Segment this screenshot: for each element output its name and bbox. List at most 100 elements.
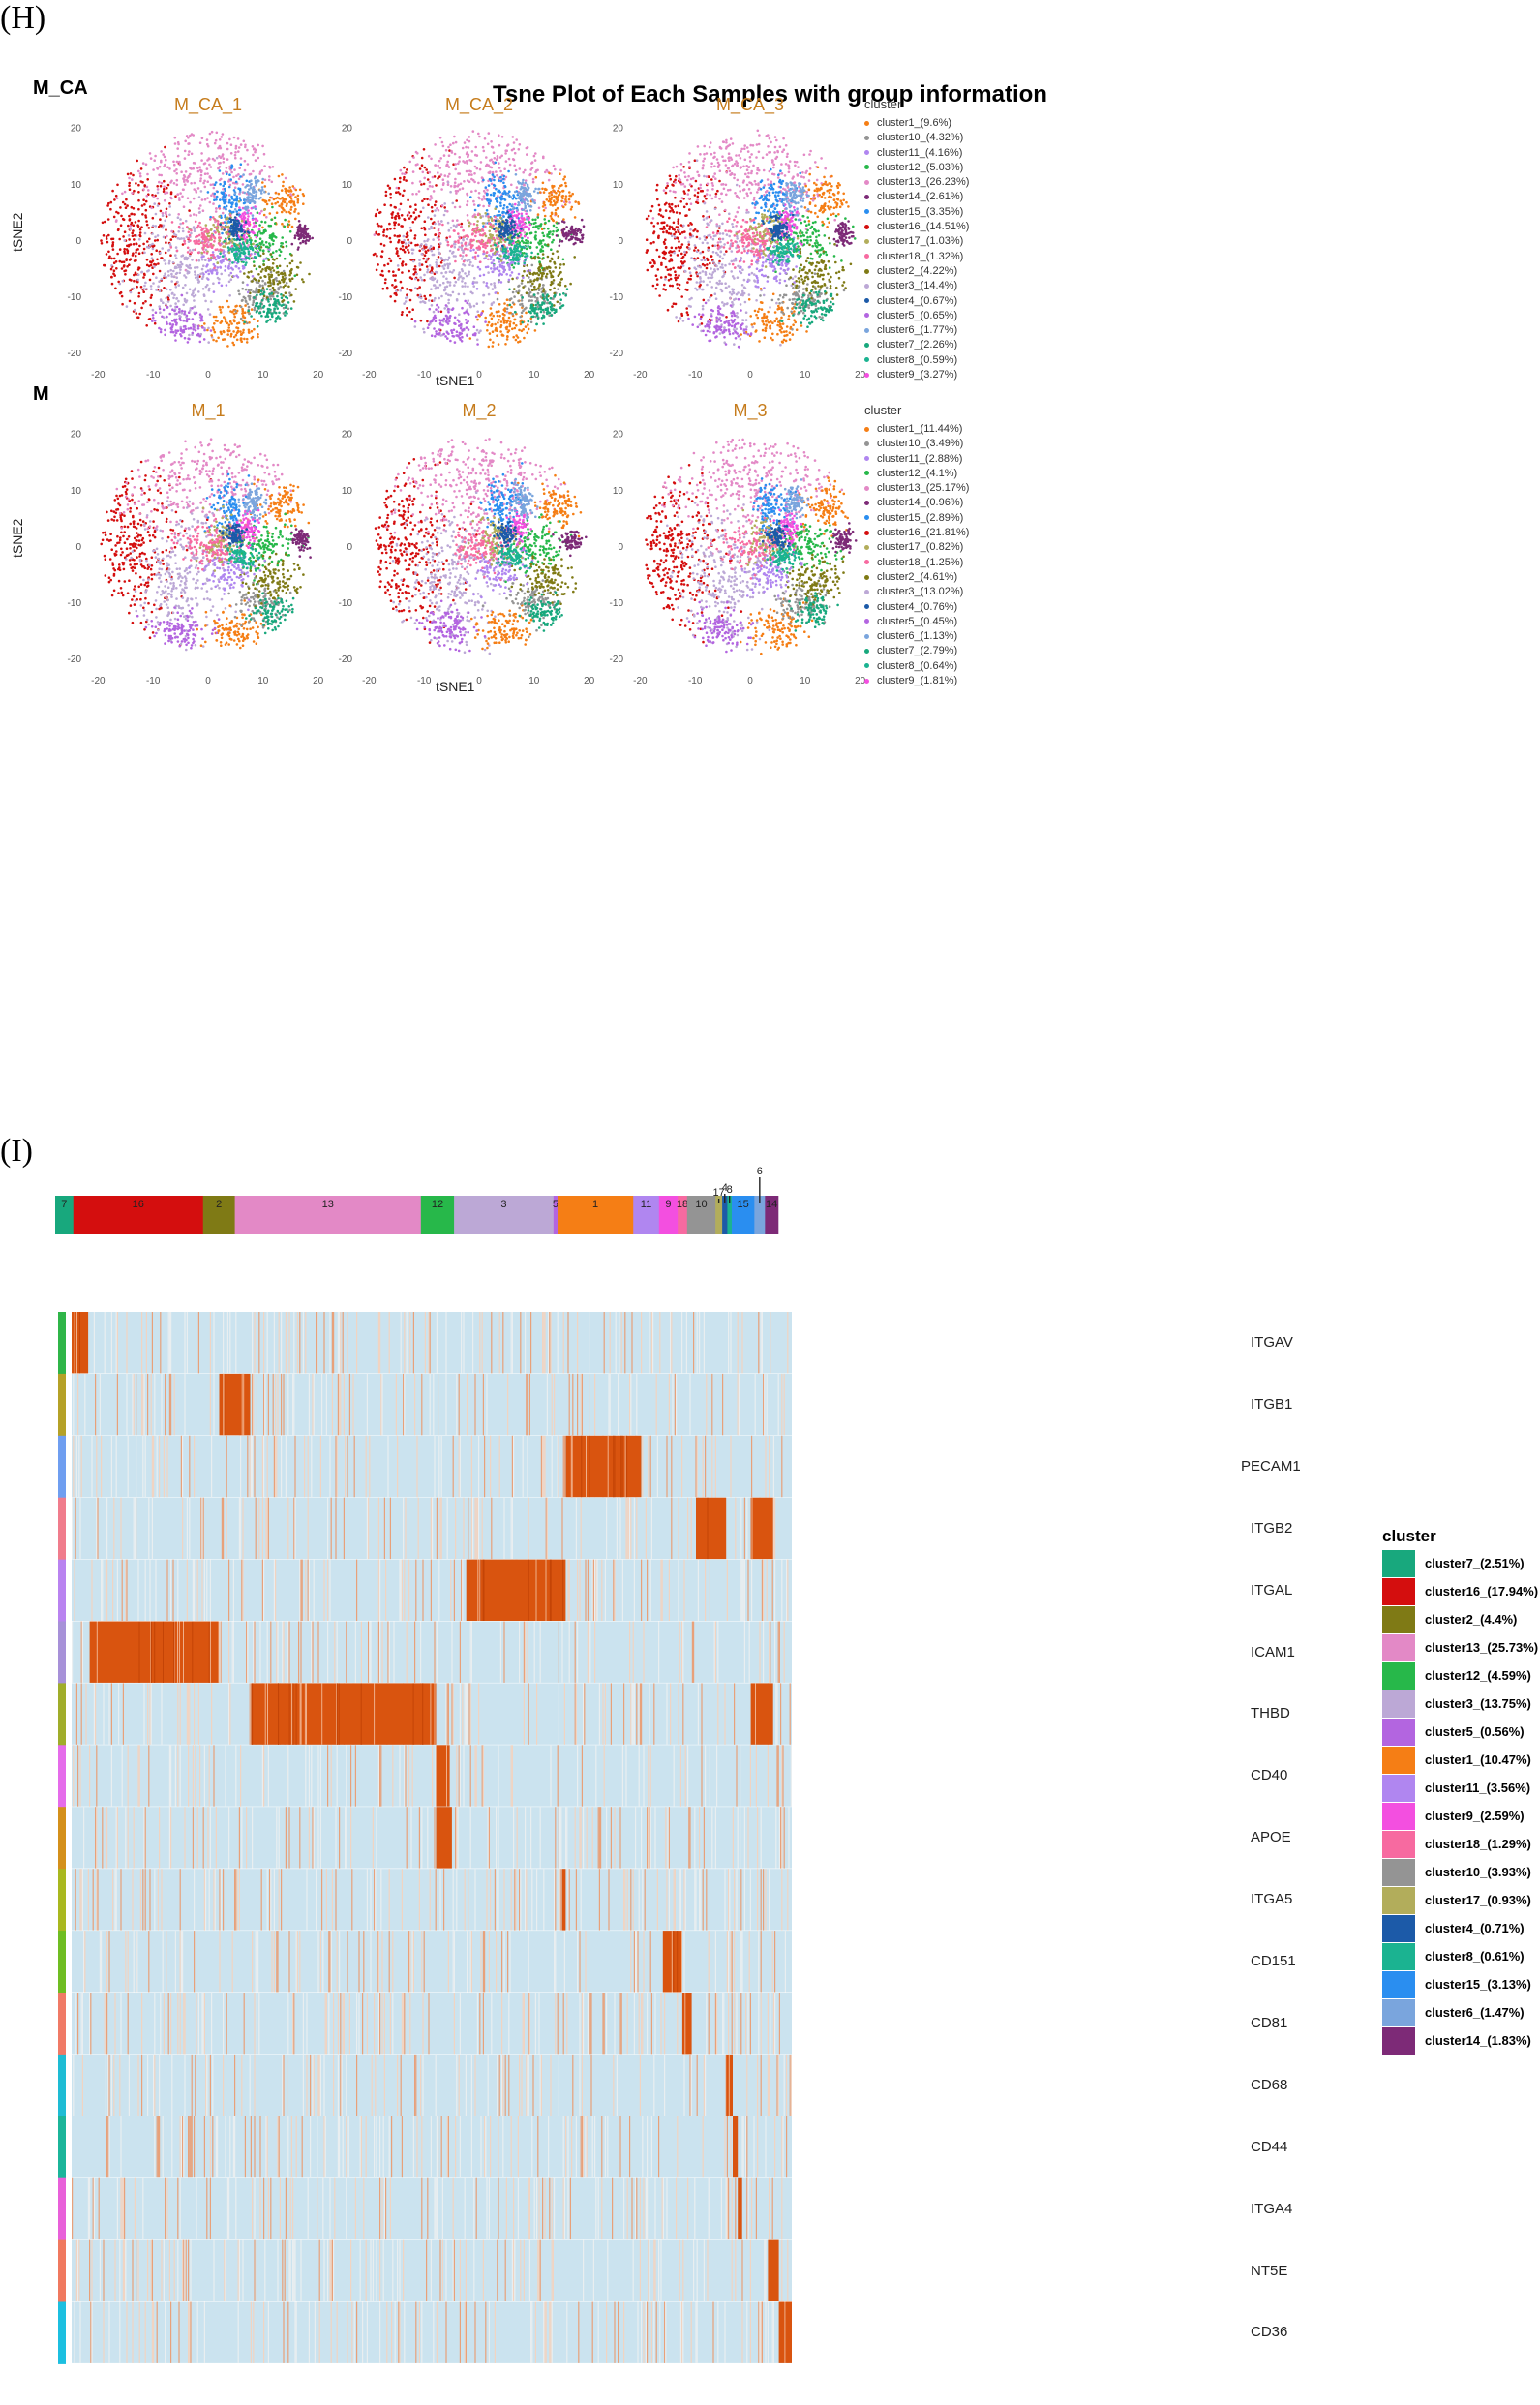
tsne-point <box>145 288 148 290</box>
tsne-point <box>477 132 480 136</box>
tsne-point <box>524 259 527 261</box>
tsne-point <box>464 241 468 245</box>
tsne-point <box>235 198 239 200</box>
tsne-point <box>476 220 479 223</box>
tsne-point <box>401 194 405 197</box>
tsne-point <box>511 301 515 304</box>
tsne-point <box>153 265 156 268</box>
tsne-point <box>544 308 547 311</box>
tsne-point <box>276 282 280 286</box>
tsne-point <box>389 240 392 244</box>
tsne-point <box>446 221 450 225</box>
tsne-point <box>502 177 505 181</box>
tsne-point <box>435 263 438 266</box>
tsne-point <box>172 232 176 235</box>
tsne-point <box>229 178 232 181</box>
tsne-point <box>495 197 498 199</box>
tsne-point <box>498 191 501 194</box>
tsne-point <box>277 273 280 277</box>
tsne-point <box>469 238 473 242</box>
tsne-point <box>146 240 149 243</box>
tsne-point <box>560 277 563 281</box>
tsne-point <box>175 172 178 175</box>
tsne-point <box>198 233 201 237</box>
tsne-point <box>284 198 287 201</box>
tsne-point <box>529 280 532 283</box>
tsne-point <box>471 244 474 247</box>
tsne-point <box>569 208 573 211</box>
tsne-point <box>173 334 177 337</box>
tsne-point <box>140 204 144 207</box>
tsne-point <box>270 218 273 222</box>
tsne-point <box>484 225 487 228</box>
tsne-point <box>525 291 528 295</box>
tsne-point <box>454 177 457 181</box>
x-tick-label: -20 <box>91 370 106 381</box>
tsne-point <box>491 249 494 252</box>
tsne-point <box>164 333 166 337</box>
tsne-point <box>135 182 137 185</box>
tsne-point <box>524 181 528 185</box>
tsne-point <box>224 214 226 217</box>
tsne-point <box>257 290 260 294</box>
tsne-point <box>187 142 190 145</box>
tsne-point <box>185 291 189 295</box>
tsne-point <box>541 253 545 256</box>
tsne-point <box>112 257 116 260</box>
tsne-point <box>499 240 502 243</box>
tsne-point <box>444 304 448 307</box>
tsne-point <box>419 296 423 300</box>
tsne-point <box>456 189 460 193</box>
tsne-point <box>165 303 167 306</box>
tsne-point <box>420 263 424 266</box>
tsne-point <box>269 281 272 285</box>
tsne-point <box>285 240 287 244</box>
tsne-point <box>206 144 210 148</box>
tsne-point <box>233 315 236 319</box>
tsne-point <box>418 286 421 289</box>
tsne-point <box>243 296 247 300</box>
y-tick-label: 10 <box>71 180 82 191</box>
tsne-point <box>416 278 420 282</box>
tsne-point <box>418 262 421 265</box>
tsne-point <box>401 286 404 289</box>
tsne-point <box>413 234 417 237</box>
tsne-point <box>447 310 450 314</box>
tsne-point <box>207 326 210 330</box>
tsne-point <box>280 202 284 205</box>
tsne-point <box>150 288 153 290</box>
tsne-point <box>527 310 530 313</box>
tsne-point <box>550 212 554 216</box>
tsne-point <box>442 154 446 157</box>
tsne-point <box>405 179 408 182</box>
tsne-point <box>214 181 218 184</box>
tsne-point <box>442 332 445 336</box>
tsne-point <box>266 298 270 301</box>
tsne-point <box>139 180 143 183</box>
tsne-point <box>539 223 543 226</box>
tsne-point <box>247 215 250 218</box>
tsne-point <box>406 234 409 237</box>
tsne-point <box>517 182 521 185</box>
tsne-point <box>267 307 271 311</box>
tsne-point <box>463 141 467 144</box>
tsne-point <box>287 225 289 228</box>
tsne-point <box>441 144 445 148</box>
tsne-point <box>277 192 281 196</box>
tsne-point <box>498 303 501 306</box>
tsne-point <box>465 310 468 313</box>
tsne-point <box>294 217 297 221</box>
tsne-point <box>501 316 505 320</box>
tsne-point <box>438 331 441 335</box>
tsne-point <box>423 166 427 169</box>
tsne-point <box>518 328 521 332</box>
tsne-point <box>192 289 195 293</box>
tsne-point <box>140 226 143 228</box>
tsne-point <box>218 138 222 141</box>
tsne-point <box>225 217 227 221</box>
tsne-point <box>527 236 529 240</box>
tsne-point <box>198 141 202 144</box>
tsne-point <box>177 311 181 314</box>
tsne-point <box>211 270 214 273</box>
tsne-point <box>282 299 286 302</box>
